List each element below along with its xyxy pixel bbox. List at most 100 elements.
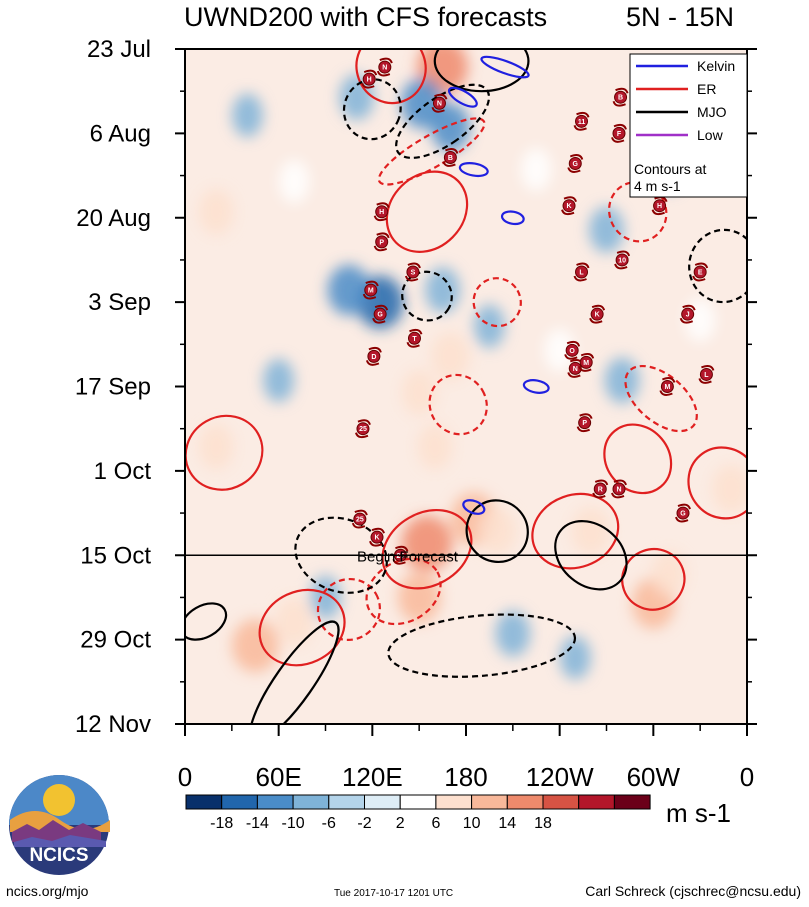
- storm-dot: [676, 506, 690, 520]
- y-tick-label: 6 Aug: [90, 120, 151, 147]
- er-contour: [365, 557, 442, 626]
- storm-dot: [367, 349, 381, 363]
- storm-spiral: [567, 154, 584, 173]
- y-tick-label: 20 Aug: [76, 205, 151, 232]
- storm-label: O: [569, 348, 575, 355]
- storm-spiral: [589, 304, 606, 324]
- storm-spiral: [573, 262, 590, 282]
- y-tick-label: 12 Nov: [75, 711, 151, 738]
- anomaly-blob: [231, 619, 279, 673]
- storm-label: 25: [359, 426, 367, 433]
- storm-spiral: [659, 377, 676, 396]
- storm-marker: M: [578, 352, 595, 372]
- storm-spiral: [376, 57, 393, 77]
- storm-spiral: [611, 123, 627, 143]
- storm-label: L: [579, 269, 584, 276]
- storm-marker: P: [576, 413, 593, 433]
- storm-dot: [406, 265, 420, 279]
- storm-spiral: [679, 304, 696, 324]
- colorbar-swatch: [399, 794, 437, 810]
- colorbar-swatch: [613, 794, 651, 810]
- storm-dot: [614, 90, 628, 104]
- anomaly-blob: [559, 636, 591, 680]
- storm-marker: L: [698, 364, 715, 384]
- storm-dot: [578, 416, 592, 430]
- anomaly-blob: [477, 507, 517, 556]
- x-tick-label: 120W: [526, 762, 594, 792]
- storm-label: J: [686, 312, 690, 319]
- storm-label: 10: [618, 257, 626, 264]
- kelvin-contour: [500, 210, 525, 226]
- mjo-contour: [294, 516, 388, 594]
- anomaly-blob: [401, 515, 453, 571]
- colorbar-units: m s-1: [666, 798, 731, 828]
- mjo-contour: [554, 520, 628, 591]
- storm-marker: D: [365, 346, 382, 366]
- mjo-contour: [185, 602, 228, 641]
- footer-site[interactable]: ncics.org/mjo: [6, 883, 89, 899]
- legend-label: Kelvin: [697, 58, 735, 74]
- storm-marker: J: [679, 304, 696, 324]
- storm-spiral: [392, 545, 409, 565]
- anomaly-blob: [339, 74, 375, 121]
- legend-label: MJO: [697, 104, 727, 120]
- legend: Kelvin ER MJO Low Contours at 4 m s-1: [629, 53, 748, 198]
- storm-label: M: [664, 384, 670, 391]
- storm-spiral: [692, 262, 709, 282]
- anomaly-blob: [397, 572, 441, 623]
- storm-spiral: [373, 202, 390, 222]
- colorbar-swatch: [256, 794, 294, 810]
- logo-text: NCICS: [29, 845, 88, 866]
- kelvin-contour: [522, 379, 550, 394]
- storm-spiral: [698, 364, 715, 384]
- er-contour: [185, 414, 264, 491]
- storm-label: H: [379, 209, 384, 216]
- storm-marker: N: [431, 93, 448, 113]
- storm-marker: T: [406, 328, 423, 348]
- storm-dot: [375, 235, 389, 249]
- storm-marker: 11: [573, 111, 590, 131]
- anomaly-blob: [327, 264, 371, 316]
- storm-spiral: [614, 250, 631, 270]
- storm-marker: H: [373, 202, 390, 222]
- storm-marker: M: [659, 377, 676, 396]
- storm-marker: N: [376, 57, 393, 77]
- storm-spiral: [573, 111, 590, 131]
- storm-marker: K: [589, 304, 606, 324]
- storm-spiral: [564, 340, 581, 360]
- storm-spiral: [361, 69, 378, 89]
- y-tick-label: 1 Oct: [94, 458, 152, 485]
- storm-spiral: [675, 503, 691, 523]
- storm-marker: H: [361, 69, 378, 89]
- storm-label: K: [567, 203, 572, 210]
- x-tick-label: 0: [178, 762, 192, 792]
- storm-label: D: [371, 354, 376, 361]
- legend-box: [629, 53, 748, 198]
- anomaly-blob: [544, 328, 576, 373]
- er-contour: [621, 547, 686, 611]
- storm-marker: K: [369, 527, 385, 547]
- storm-dot: [364, 283, 378, 297]
- colorbar-label: -10: [282, 815, 305, 832]
- storm-dot: [681, 307, 695, 321]
- storm-dot: [660, 380, 674, 393]
- x-axis: 0 60E 120E 180 120W 60W 0: [178, 724, 754, 792]
- storm-dot: [590, 307, 604, 321]
- legend-note-line2: 4 m s-1: [634, 178, 681, 194]
- storm-label: P: [379, 239, 384, 246]
- storm-label: R: [598, 486, 603, 493]
- anomaly-blob: [474, 304, 505, 348]
- chart-title: UWND200 with CFS forecasts: [184, 2, 548, 32]
- er-contour: [603, 423, 673, 495]
- storm-label: T: [412, 336, 417, 343]
- storm-label: L: [704, 372, 709, 379]
- storm-marker: K: [561, 196, 577, 216]
- storm-spiral: [576, 413, 593, 433]
- mjo-contour: [248, 620, 340, 724]
- storm-dot: [653, 199, 667, 213]
- storm-spiral: [362, 280, 379, 300]
- storm-marker: P: [373, 232, 390, 252]
- er-contour: [385, 170, 469, 253]
- storm-dot: [370, 530, 384, 544]
